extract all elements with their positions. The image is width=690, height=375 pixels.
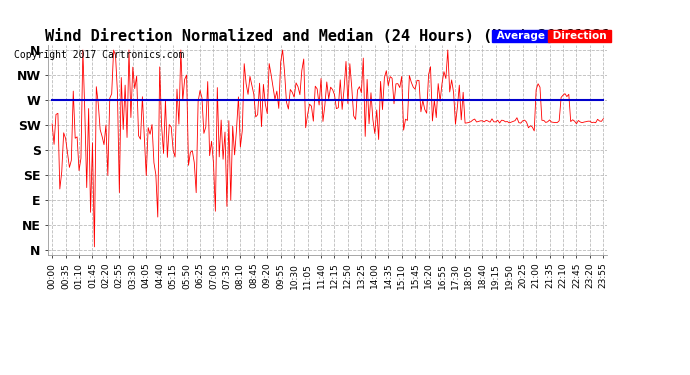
Title: Wind Direction Normalized and Median (24 Hours) (New) 20161231: Wind Direction Normalized and Median (24… bbox=[45, 29, 611, 44]
Text: Direction: Direction bbox=[549, 32, 610, 41]
Text: Average: Average bbox=[493, 32, 549, 41]
Text: Copyright 2017 Cartronics.com: Copyright 2017 Cartronics.com bbox=[14, 50, 184, 60]
